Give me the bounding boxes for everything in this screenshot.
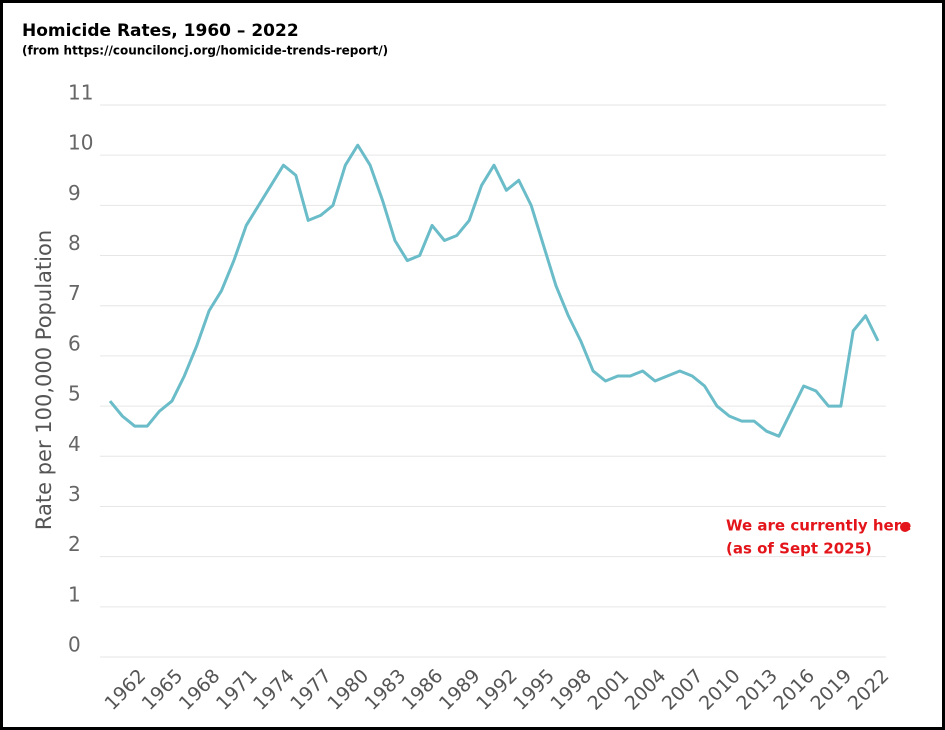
y-tick-label: 0 [68, 633, 81, 657]
y-tick-label: 9 [68, 181, 81, 205]
y-tick-label: 1 [68, 582, 81, 606]
annotation-text: We are currently here [726, 517, 911, 535]
y-tick-label: 4 [68, 432, 81, 456]
y-tick-label: 5 [68, 382, 81, 406]
line [108, 143, 880, 438]
y-tick-label: 10 [68, 131, 93, 155]
y-tick-label: 6 [68, 331, 81, 355]
annotation-text: (as of Sept 2025) [726, 540, 872, 558]
annotation: We are currently here (as of Sept 2025) [726, 517, 911, 558]
y-tick-label: 7 [68, 281, 81, 305]
y-tick-label: 11 [68, 81, 93, 105]
y-tick-label: 2 [68, 532, 81, 556]
chart-subtitle: (from https://counciloncj.org/homicide-t… [22, 44, 388, 58]
y-tick-label: 8 [68, 231, 81, 255]
annotation-dot [900, 522, 910, 532]
chart-title: Homicide Rates, 1960 – 2022 [22, 21, 299, 41]
y-axis-title: Rate per 100,000 Population [32, 230, 56, 530]
y-tick-label: 3 [68, 482, 81, 506]
